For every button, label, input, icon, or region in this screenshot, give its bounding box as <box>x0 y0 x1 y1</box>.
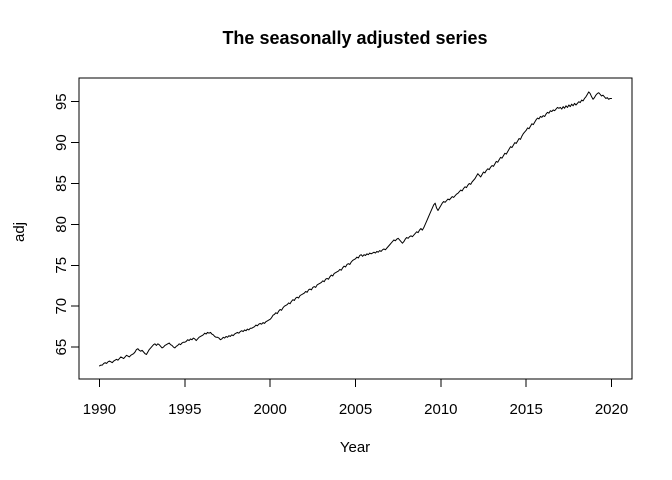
x-tick-label: 1995 <box>168 401 201 418</box>
x-axis-tick-labels: 1990 1995 2000 2005 2010 2015 2020 <box>83 401 628 418</box>
y-tick-label: 85 <box>53 175 70 192</box>
y-tick-label: 95 <box>53 93 70 110</box>
x-tick-label: 2005 <box>339 401 372 418</box>
x-axis-label: Year <box>340 439 370 456</box>
series-line <box>98 91 613 367</box>
y-tick-label: 70 <box>53 298 70 315</box>
chart-title: The seasonally adjusted series <box>222 28 487 48</box>
plot-frame <box>78 77 633 380</box>
x-tick-label: 2020 <box>595 401 628 418</box>
x-tick-label: 2010 <box>424 401 457 418</box>
y-axis-tick-labels: 65 70 75 80 85 90 95 <box>53 93 70 355</box>
y-axis-ticks <box>71 101 79 348</box>
y-tick-label: 90 <box>53 134 70 151</box>
x-axis-ticks <box>98 379 613 387</box>
x-tick-label: 1990 <box>83 401 116 418</box>
x-tick-label: 2000 <box>253 401 286 418</box>
y-tick-label: 65 <box>53 339 70 356</box>
x-tick-label: 2015 <box>509 401 542 418</box>
y-axis-label: adj <box>11 222 28 242</box>
y-tick-label: 80 <box>53 216 70 233</box>
y-tick-label: 75 <box>53 257 70 274</box>
